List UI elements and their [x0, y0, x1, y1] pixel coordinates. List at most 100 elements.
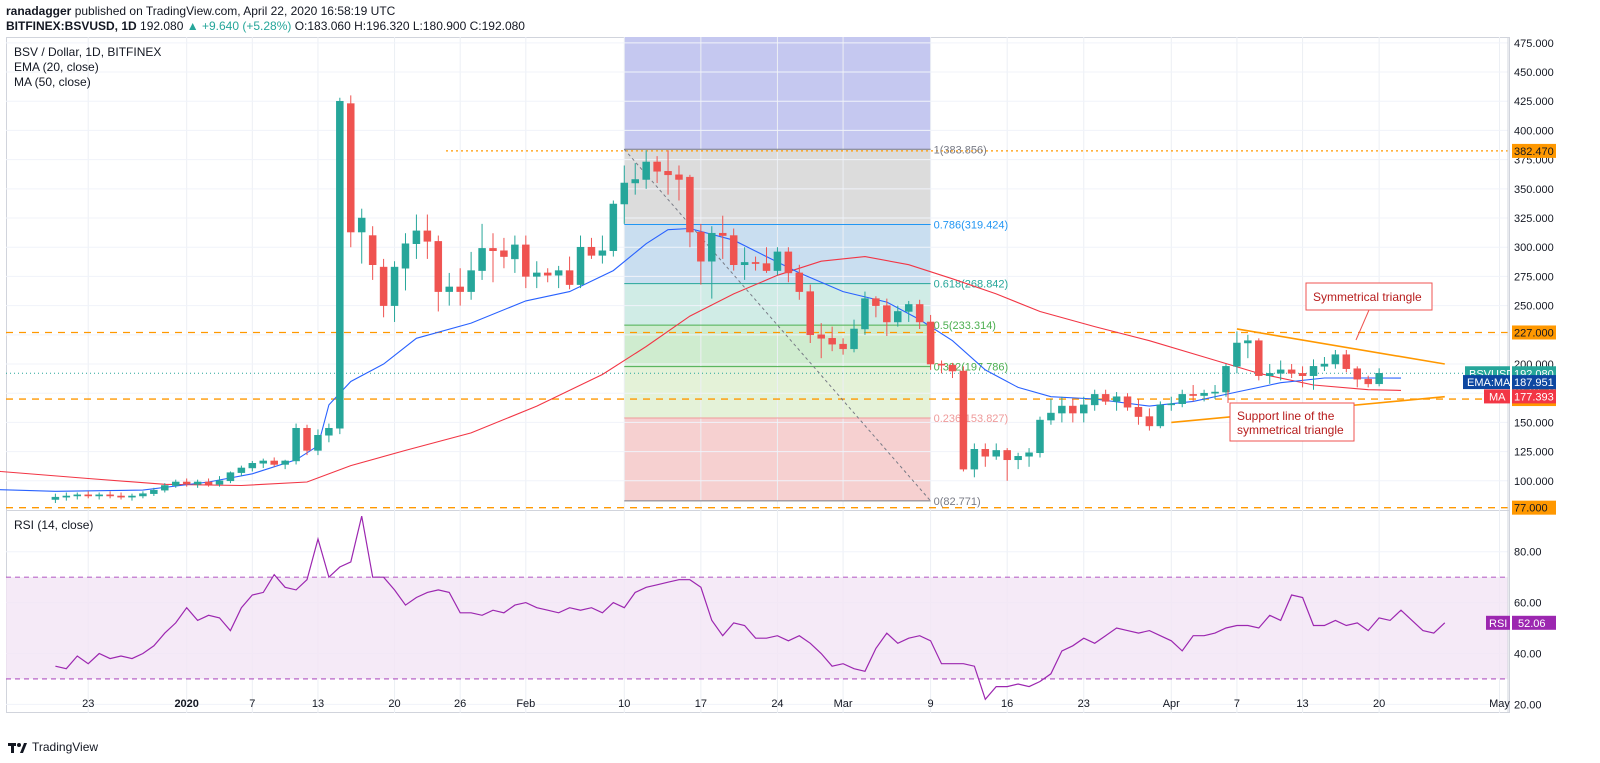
legend-title[interactable]: BSV / Dollar, 1D, BITFINEX [14, 45, 162, 59]
legend-ma[interactable]: MA (50, close) [14, 75, 91, 89]
candle [150, 487, 158, 496]
candle [357, 208, 366, 264]
candle [806, 284, 815, 343]
candle-body [1145, 416, 1154, 427]
candle-body [576, 246, 585, 285]
candle-body [1255, 340, 1263, 376]
x-tick-label: May [1489, 698, 1510, 710]
candle-body [894, 311, 902, 323]
candle-body [817, 334, 825, 339]
candle-body [522, 244, 530, 277]
emama-name-label: EMA:MA [1467, 377, 1511, 389]
candle-body [620, 182, 629, 205]
candle-body [500, 250, 508, 257]
candle [926, 314, 935, 370]
candle [1331, 349, 1340, 369]
candle-body [1058, 405, 1066, 414]
candle [664, 150, 672, 195]
candle-body [401, 243, 410, 269]
candle [1003, 448, 1011, 481]
candle [740, 247, 749, 280]
footer-brand[interactable]: TradingView [8, 740, 98, 754]
candle-body [445, 286, 453, 292]
candle-body [1244, 340, 1252, 344]
x-tick-label: 13 [312, 698, 324, 710]
y-tick-label: 475.000 [1514, 38, 1554, 50]
ohlc-low-label: L: [412, 19, 423, 33]
author-name[interactable]: ranadagger [6, 4, 72, 18]
candle-body [1331, 354, 1340, 365]
axes: 100.000125.000150.000175.000200.000225.0… [82, 37, 1554, 713]
candle [292, 423, 300, 465]
candle [1342, 349, 1351, 373]
candle-body [226, 472, 235, 482]
candle [653, 156, 661, 183]
candle [543, 268, 552, 283]
price-change: ▲ +9.640 (+5.28%) [186, 19, 292, 33]
y-tick-label: 400.000 [1514, 125, 1554, 137]
candle [1189, 385, 1197, 402]
candle-body [1003, 450, 1011, 461]
candle-body [51, 496, 60, 500]
candle [565, 256, 574, 290]
annotation-support-line-1: Support line of the [1237, 409, 1335, 423]
candle-body [1047, 412, 1055, 421]
candle-body [215, 480, 224, 485]
candle [62, 492, 71, 501]
candle-body [489, 248, 497, 251]
brand-name: TradingView [32, 740, 99, 754]
candle [1058, 396, 1066, 423]
candle-body [554, 270, 563, 276]
legend-ema[interactable]: EMA (20, close) [14, 60, 99, 74]
y-tick-label: 325.000 [1514, 213, 1554, 225]
candle-body [1320, 363, 1329, 367]
ma-50-line [0, 256, 1402, 487]
candle-body [697, 231, 705, 262]
candle [1200, 389, 1208, 402]
candle-body [1233, 342, 1241, 367]
candle [762, 247, 771, 273]
rsi-legend: RSI (14, close) [14, 518, 93, 533]
candle [1101, 389, 1110, 405]
legend-rsi[interactable]: RSI (14, close) [14, 518, 94, 532]
candle [697, 223, 705, 285]
candle-body [62, 495, 71, 498]
x-tick-label: 26 [454, 698, 466, 710]
candle-body [642, 161, 650, 180]
candle [839, 338, 847, 355]
x-tick-label: Apr [1163, 698, 1180, 710]
candle-body [1375, 373, 1383, 385]
candle [215, 476, 224, 487]
level-tag-382.470: 382.470 [1514, 146, 1554, 158]
candle-body [904, 304, 913, 312]
candle-body [543, 272, 552, 276]
candle-body [1090, 394, 1099, 406]
candle [1211, 385, 1219, 400]
fib-label-0: 0(82.771) [934, 496, 981, 508]
x-tick-label: 9 [928, 698, 934, 710]
candle-body [423, 230, 432, 242]
candle-body [708, 232, 716, 262]
candle-body [762, 263, 771, 271]
emama-value-label: 187.951 [1514, 377, 1554, 389]
candle [959, 366, 968, 472]
y-tick-label: 100.000 [1514, 476, 1554, 488]
rsi-series [6, 515, 1508, 701]
candle [270, 457, 278, 467]
candle [445, 272, 453, 306]
candle [1112, 392, 1121, 411]
candle-body [915, 304, 924, 323]
candle [1145, 408, 1154, 431]
y-tick-label: 350.000 [1514, 184, 1554, 196]
fib-label-0.786: 0.786(319.424) [934, 220, 1009, 232]
candle [970, 443, 979, 478]
candle-body [686, 176, 694, 233]
candle [948, 362, 957, 379]
candle-body [182, 481, 191, 485]
candle [773, 247, 782, 276]
rsi-name-bg [1486, 615, 1510, 630]
x-tick-label: 23 [82, 698, 94, 710]
candle [1287, 364, 1296, 379]
ohlc-open-label: O: [294, 19, 308, 33]
